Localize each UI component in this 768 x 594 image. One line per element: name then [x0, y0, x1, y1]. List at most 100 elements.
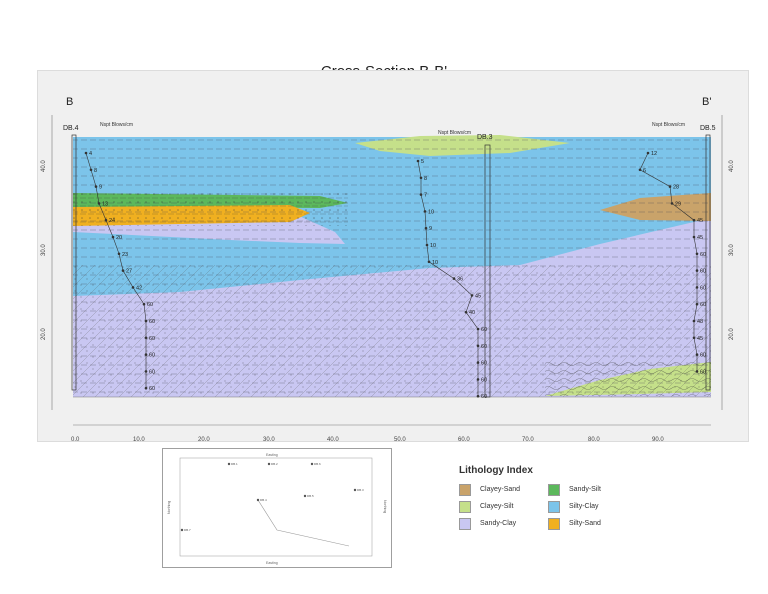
spt-point	[695, 286, 699, 289]
spt-point	[416, 159, 420, 163]
map-borehole-label: DB.5	[307, 494, 314, 498]
spt-point	[692, 218, 696, 222]
section-line	[257, 499, 350, 547]
spt-value-label: 60	[149, 336, 155, 342]
x-tick-label: 40.0	[327, 437, 339, 443]
spt-point	[427, 260, 431, 264]
spt-value-label: 4	[89, 151, 92, 157]
map-borehole-label: DB.7	[184, 528, 191, 532]
section-area	[73, 135, 711, 398]
spt-value-label: 60	[700, 252, 706, 258]
map-x-label: Easting	[266, 453, 278, 457]
legend-item: Silty-Sand	[548, 517, 601, 530]
spt-point	[94, 185, 98, 188]
map-borehole-label: DB.1	[231, 462, 238, 466]
location-map: Easting Easting Northing Northing DB.1 DB…	[162, 448, 392, 568]
spt-point	[142, 302, 146, 306]
spt-point	[104, 218, 108, 222]
legend-swatch	[459, 517, 471, 530]
spt-value-label: 60	[700, 285, 706, 291]
spt-value-label: 9	[99, 185, 102, 191]
spt-line	[639, 152, 698, 372]
spt-value-label: 60	[481, 377, 487, 383]
legend-label: Sandy-Silt	[569, 486, 601, 493]
spt-point	[452, 277, 456, 280]
spt-value-label: 36	[457, 277, 463, 283]
sand-hatch	[73, 193, 348, 226]
map-y-label: Northing	[383, 500, 387, 513]
spt-value-label: 24	[109, 218, 115, 224]
spt-value-label: 28	[673, 185, 679, 191]
spt-point	[668, 185, 672, 188]
map-borehole-label: DB.3	[357, 488, 364, 492]
spt-point	[464, 310, 468, 314]
map-points: DB.1 DB.2 DB.6 DB.3 DB.4 DB.5 DB.7	[180, 462, 364, 532]
spt-value-label: 23	[122, 252, 128, 258]
legend-label: Clayey-Sand	[480, 486, 521, 493]
spt-value-label: 60	[700, 353, 706, 359]
y-tick-label: 40.0	[729, 160, 735, 172]
spt-value-label: 45	[697, 235, 703, 241]
spt-point	[476, 394, 480, 398]
y-tick-label: 30.0	[41, 244, 47, 256]
spt-value-label: 8	[94, 168, 97, 174]
legend-label: Silty-Sand	[569, 520, 601, 527]
x-tick-label: 0.0	[71, 437, 80, 443]
spt-point	[144, 353, 148, 356]
spt-value-label: 45	[697, 336, 703, 342]
y-axis-right: 40.0 30.0 20.0	[721, 115, 735, 410]
spt-value-label: 5	[421, 159, 424, 165]
legend-swatch	[548, 483, 560, 496]
silt-hatch	[545, 362, 711, 396]
spt-value-label: 6	[643, 168, 646, 174]
spt-value-label: 60	[149, 386, 155, 392]
y-tick-label: 30.0	[729, 244, 735, 256]
legend-label: Clayey-Silt	[480, 503, 514, 510]
map-borehole-marker	[303, 494, 307, 498]
spt-point	[144, 336, 148, 340]
spt-value-label: 8	[424, 176, 427, 182]
spt-point	[670, 202, 674, 205]
spt-point	[144, 386, 148, 390]
spt-point	[121, 269, 125, 272]
x-tick-label: 80.0	[588, 437, 600, 443]
legend-swatch	[548, 500, 560, 513]
spt-point	[84, 151, 88, 155]
x-axis: 0.0 10.0 20.0 30.0 40.0 50.0 60.0 70.0 8…	[71, 424, 711, 443]
map-borehole-marker	[180, 528, 184, 532]
spt-point	[692, 235, 696, 239]
spt-value-label: 60	[149, 369, 155, 375]
spt-value-label: 27	[126, 269, 132, 275]
spt-point	[476, 361, 480, 364]
spt-value-label: 7	[424, 193, 427, 199]
spt-point	[423, 210, 427, 213]
spt-value-label: 9	[429, 226, 432, 232]
section-end-label: B'	[702, 96, 711, 108]
spt-point	[97, 202, 101, 205]
spt-point	[419, 176, 423, 180]
spt-point	[89, 168, 93, 172]
borehole-label: DB.4	[63, 125, 79, 132]
spt-point	[144, 319, 148, 323]
y-tick-label: 20.0	[729, 328, 735, 340]
y-axis-left: 40.0 30.0 20.0	[41, 115, 53, 410]
map-borehole-marker	[310, 462, 314, 466]
spt-point	[117, 252, 121, 256]
spt-value-label: 10	[428, 209, 434, 215]
x-tick-label: 10.0	[133, 437, 145, 443]
spt-header: Nspt Blows/cm	[652, 122, 685, 128]
spt-point	[692, 336, 696, 340]
x-tick-label: 70.0	[522, 437, 534, 443]
map-borehole-label: DB.2	[271, 462, 278, 466]
spt-point	[695, 302, 699, 306]
legend-label: Sandy-Clay	[480, 520, 517, 527]
legend-swatch	[459, 483, 471, 496]
map-borehole-marker	[227, 462, 231, 466]
spt-point	[695, 370, 699, 373]
spt-point	[646, 151, 650, 155]
spt-value-label: 60	[481, 327, 487, 333]
legend-title: Lithology Index	[459, 465, 533, 476]
spt-value-label: 60	[149, 353, 155, 359]
